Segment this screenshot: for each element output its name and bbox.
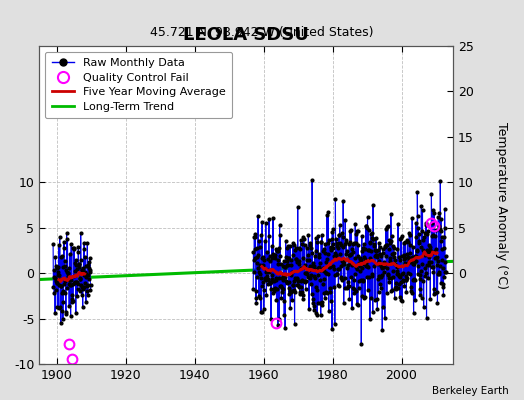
Legend: Raw Monthly Data, Quality Control Fail, Five Year Moving Average, Long-Term Tren: Raw Monthly Data, Quality Control Fail, … bbox=[45, 52, 232, 118]
Y-axis label: Temperature Anomaly (°C): Temperature Anomaly (°C) bbox=[495, 122, 508, 288]
Title: LEOLA SDSU: LEOLA SDSU bbox=[183, 26, 309, 44]
Text: Berkeley Earth: Berkeley Earth bbox=[432, 386, 508, 396]
Text: 45.721 N, 98.942 W (United States): 45.721 N, 98.942 W (United States) bbox=[150, 26, 374, 39]
